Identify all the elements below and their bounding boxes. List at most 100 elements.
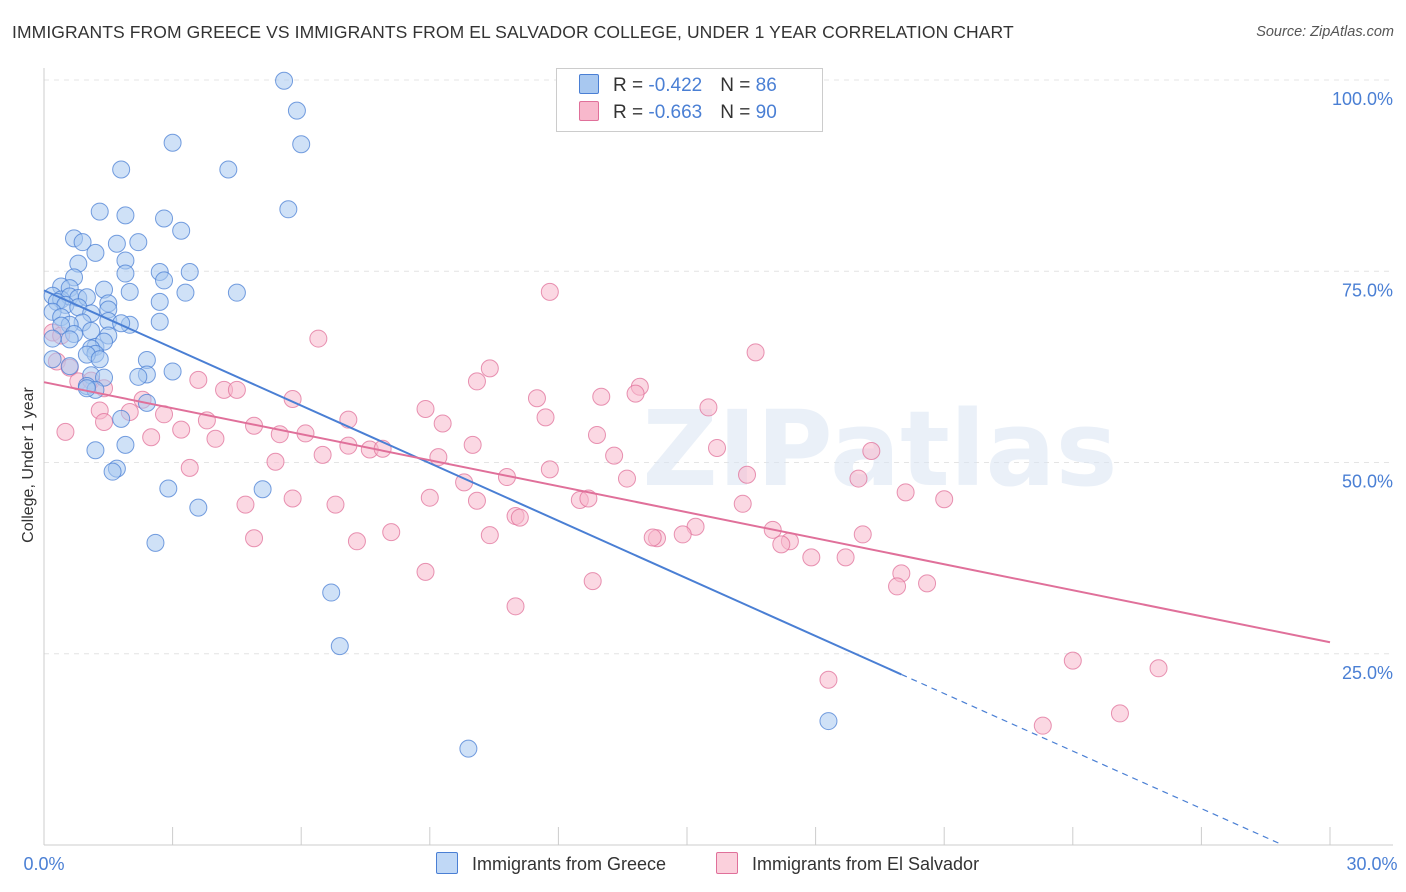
- data-point-el-salvador: [463, 435, 482, 454]
- data-point-el-salvador: [416, 399, 435, 418]
- data-point-el-salvador: [746, 343, 765, 362]
- data-point-greece: [163, 133, 182, 152]
- y-tick-label: 100.0%: [1332, 89, 1393, 109]
- data-point-greece: [219, 160, 238, 179]
- data-point-greece: [322, 583, 341, 602]
- data-point-greece: [86, 441, 105, 460]
- trend-lines: [43, 289, 1331, 846]
- data-point-el-salvador: [699, 398, 718, 417]
- data-point-greece: [86, 243, 105, 262]
- data-point-greece: [155, 209, 174, 228]
- data-point-el-salvador: [142, 428, 161, 447]
- legend-row-el-salvador: R = -0.663 N = 90: [579, 101, 777, 127]
- series-legend: Immigrants from Greece Immigrants from E…: [0, 852, 1406, 876]
- data-point-el-salvador: [172, 420, 191, 439]
- points-el-salvador: [43, 282, 1168, 735]
- data-point-el-salvador: [643, 528, 662, 547]
- data-point-greece: [163, 362, 182, 381]
- y-tick-label: 25.0%: [1342, 663, 1393, 683]
- y-tick-labels: 100.0% 75.0% 50.0% 25.0%: [1332, 89, 1393, 683]
- data-point-el-salvador: [283, 489, 302, 508]
- data-point-greece: [189, 498, 208, 517]
- trend-line-greece: [43, 289, 902, 676]
- data-point-greece: [150, 312, 169, 331]
- data-point-el-salvador: [56, 422, 75, 441]
- data-point-el-salvador: [326, 495, 345, 514]
- data-point-greece: [275, 71, 294, 90]
- data-point-el-salvador: [738, 465, 757, 484]
- legend-n-label: N =: [720, 75, 756, 96]
- data-point-el-salvador: [579, 489, 598, 508]
- trend-line-el-salvador: [43, 381, 1331, 644]
- data-point-el-salvador: [467, 491, 486, 510]
- legend-n-label: N =: [720, 102, 756, 123]
- data-point-greece: [287, 101, 306, 120]
- data-point-greece: [77, 379, 96, 398]
- data-point-greece: [112, 160, 131, 179]
- data-point-greece: [43, 329, 62, 348]
- series-legend-el-salvador[interactable]: Immigrants from El Salvador: [716, 852, 979, 875]
- series-label-greece: Immigrants from Greece: [472, 854, 667, 874]
- data-point-el-salvador: [540, 460, 559, 479]
- data-point-el-salvador: [313, 445, 332, 464]
- data-point-greece: [146, 533, 165, 552]
- data-point-el-salvador: [433, 414, 452, 433]
- data-point-el-salvador: [480, 526, 499, 545]
- data-point-greece: [116, 264, 135, 283]
- data-point-el-salvador: [236, 495, 255, 514]
- axes: [43, 68, 1393, 846]
- data-point-greece: [176, 283, 195, 302]
- data-point-el-salvador: [626, 384, 645, 403]
- data-point-greece: [112, 409, 131, 428]
- series-swatch-greece: [436, 852, 458, 874]
- data-point-greece: [279, 200, 298, 219]
- data-point-el-salvador: [772, 535, 791, 554]
- series-swatch-el-salvador: [716, 852, 738, 874]
- data-point-el-salvador: [918, 574, 937, 593]
- source-label: Source: ZipAtlas.com: [1256, 24, 1394, 40]
- data-point-el-salvador: [617, 469, 636, 488]
- data-point-greece: [90, 202, 109, 221]
- data-point-el-salvador: [862, 442, 881, 461]
- data-point-el-salvador: [536, 408, 555, 427]
- series-legend-greece[interactable]: Immigrants from Greece: [436, 852, 666, 875]
- data-point-el-salvador: [245, 529, 264, 548]
- data-point-greece: [180, 263, 199, 282]
- correlation-legend: R = -0.422 N = 86 R = -0.663 N = 90: [556, 68, 823, 132]
- legend-swatch-greece: [579, 74, 599, 94]
- data-point-greece: [90, 350, 109, 369]
- chart-title: IMMIGRANTS FROM GREECE VS IMMIGRANTS FRO…: [12, 22, 1014, 42]
- data-point-greece: [120, 282, 139, 301]
- y-axis-label: College, Under 1 year: [20, 387, 37, 543]
- data-point-greece: [116, 206, 135, 225]
- data-point-greece: [60, 330, 79, 349]
- data-point-el-salvador: [540, 282, 559, 301]
- data-point-greece: [330, 637, 349, 656]
- data-point-el-salvador: [583, 572, 602, 591]
- data-point-el-salvador: [1110, 704, 1129, 723]
- data-point-el-salvador: [227, 380, 246, 399]
- data-point-el-salvador: [180, 458, 199, 477]
- data-point-el-salvador: [416, 562, 435, 581]
- data-point-greece: [73, 233, 92, 252]
- data-point-greece: [52, 316, 71, 335]
- legend-r-value: -0.663: [648, 102, 703, 123]
- data-point-el-salvador: [849, 469, 868, 488]
- data-point-el-salvador: [605, 446, 624, 465]
- data-point-greece: [459, 739, 478, 758]
- data-point-el-salvador: [420, 488, 439, 507]
- data-point-greece: [103, 462, 122, 481]
- data-point-el-salvador: [673, 525, 692, 544]
- data-point-el-salvador: [189, 370, 208, 389]
- data-point-el-salvador: [95, 412, 114, 431]
- data-point-greece: [107, 234, 126, 253]
- data-point-el-salvador: [836, 548, 855, 567]
- trend-line-greece-extension: [901, 673, 1284, 846]
- data-point-el-salvador: [853, 525, 872, 544]
- legend-row-greece: R = -0.422 N = 86: [579, 74, 777, 100]
- data-point-el-salvador: [935, 490, 954, 509]
- data-point-el-salvador: [266, 452, 285, 471]
- data-point-greece: [172, 221, 191, 240]
- data-point-greece: [129, 233, 148, 252]
- gridlines: [44, 79, 1393, 655]
